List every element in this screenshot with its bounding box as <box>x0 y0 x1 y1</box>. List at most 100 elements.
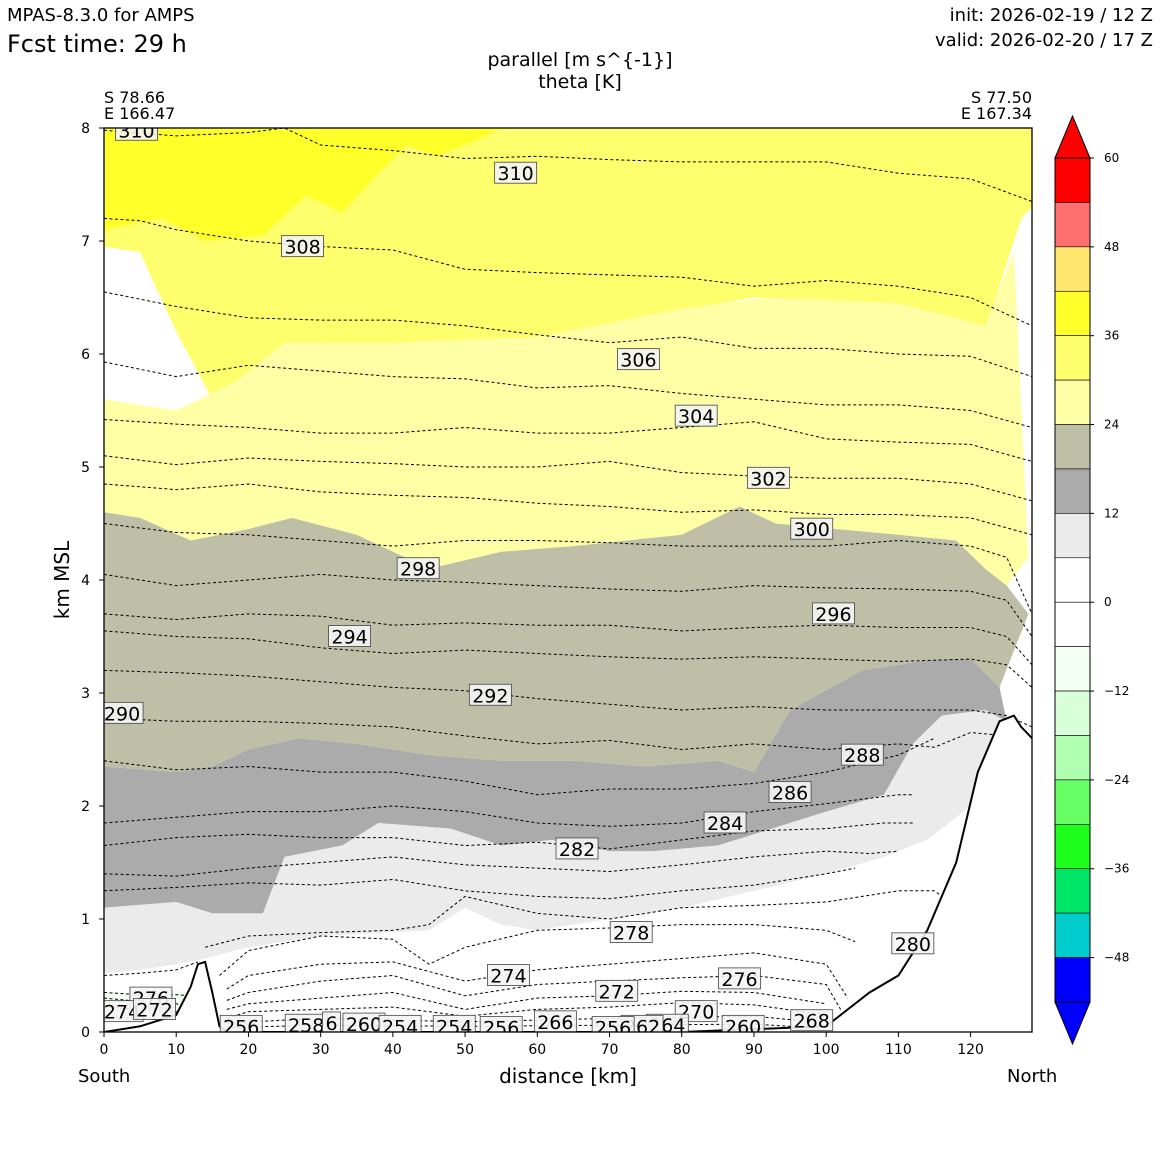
colorbar-segment <box>1054 424 1091 470</box>
x-tick-label: 110 <box>885 1042 912 1058</box>
y-tick-label: 1 <box>81 912 90 928</box>
x-tick-label: 100 <box>813 1042 840 1058</box>
contour-label: 308 <box>284 237 320 259</box>
theta-contour-262 <box>226 1023 827 1030</box>
x-tick-label: 40 <box>384 1042 402 1058</box>
x-tick-label: 0 <box>100 1042 109 1058</box>
x-tick-label: 70 <box>601 1042 619 1058</box>
colorbar-tick-label: 48 <box>1104 240 1119 254</box>
x-tick-label: 20 <box>240 1042 258 1058</box>
fill-region-30-36 <box>104 128 1032 411</box>
contour-label-box <box>718 967 761 990</box>
contour-label: 280 <box>895 934 931 956</box>
left-latitude: S 78.66 <box>104 88 166 107</box>
theta-contour-281 <box>104 867 856 900</box>
fill-region-36-42 <box>104 128 502 241</box>
x-axis-label: distance [km] <box>499 1064 637 1088</box>
colorbar-tick-label: 36 <box>1104 329 1119 343</box>
theta-contour-272 <box>226 990 827 1010</box>
contour-label: 274 <box>104 1002 140 1024</box>
x-tick-label: 120 <box>957 1042 984 1058</box>
contour-label-box <box>104 1000 144 1023</box>
colorbar-segment <box>1054 957 1091 1003</box>
contour-label-box <box>378 1014 422 1032</box>
fill-region-24-30 <box>104 252 1029 586</box>
contour-label: 310 <box>118 120 154 142</box>
theta-contour-276 <box>226 952 849 999</box>
theta-contour-303 <box>104 455 1032 502</box>
contour-label-box <box>342 1012 386 1032</box>
colorbar-tick-label: 0 <box>1104 595 1112 609</box>
contour-label: 310 <box>498 163 534 185</box>
y-tick-label: 8 <box>81 121 90 137</box>
south-direction-label: South <box>78 1066 131 1087</box>
contour-label-box <box>812 602 855 625</box>
contour-label-box <box>674 1000 718 1023</box>
colorbar-tick-label: 24 <box>1104 418 1119 432</box>
theta-contour-280 <box>204 890 950 948</box>
x-axis: 0 10 20 30 40 50 60 70 80 90 100 110 120 <box>100 1032 984 1058</box>
contour-label-box <box>674 404 718 427</box>
contour-label: 254 <box>436 1016 472 1038</box>
right-latitude: S 77.50 <box>970 88 1032 107</box>
contour-label: 260 <box>725 1016 761 1038</box>
contour-label-box <box>487 964 530 986</box>
x-tick-label: 80 <box>673 1042 691 1058</box>
contour-label: 300 <box>794 519 830 541</box>
contour-label: 258 <box>288 1015 324 1037</box>
contour-label: 306 <box>620 350 656 372</box>
theta-contour-298 <box>104 573 1032 637</box>
x-tick-label: 30 <box>312 1042 330 1058</box>
left-longitude: E 166.47 <box>104 104 176 123</box>
contour-label-box <box>555 837 599 860</box>
colorbar-segment <box>1054 157 1091 203</box>
x-tick-label: 60 <box>528 1042 546 1058</box>
contour-label: 290 <box>104 703 140 725</box>
contour-label-box <box>281 235 324 258</box>
colorbar-segment <box>1054 290 1091 336</box>
theta-contour-279 <box>104 961 199 976</box>
contour-label: 298 <box>400 559 436 581</box>
colorbar-under-arrow <box>1054 1001 1091 1046</box>
contour-label: 272 <box>599 981 635 1003</box>
colorbar-segment <box>1054 246 1091 292</box>
contour-label: 304 <box>678 406 714 428</box>
contour-label: 270 <box>678 1002 714 1024</box>
contour-label-box <box>468 683 512 706</box>
contour-label: 278 <box>613 923 649 945</box>
contour-label: 262 <box>624 1016 660 1038</box>
theta-contour-275 <box>104 997 191 1008</box>
contour-label-box <box>891 932 935 955</box>
colorbar-over-arrow <box>1054 114 1091 159</box>
fill-region--6-0 <box>104 989 206 1019</box>
theta-contour-302 <box>104 483 1032 536</box>
terrain-layer <box>104 714 1032 1032</box>
theta-contour-300 <box>104 523 1032 615</box>
colorbar-segment <box>1054 646 1091 692</box>
theta-contour-294 <box>104 630 1032 688</box>
terrain-fill <box>104 715 1032 1032</box>
contour-label: 282 <box>559 839 595 861</box>
theta-contour-304 <box>104 419 1032 462</box>
colorbar-segment <box>1054 513 1091 559</box>
contour-label-box <box>479 1016 523 1032</box>
contour-label-box <box>533 1010 577 1032</box>
contour-label: 256 <box>223 1016 259 1038</box>
y-tick-label: 7 <box>81 234 90 250</box>
valid-time: valid: 2026-02-20 / 17 Z <box>935 30 1153 51</box>
contour-label-box <box>609 921 653 943</box>
y-axis-label: km MSL <box>50 540 74 620</box>
contour-label: 276 <box>133 988 169 1010</box>
fill-region-18-24 <box>104 506 1029 773</box>
contour-label: 6 <box>325 1013 337 1035</box>
contour-label: 274 <box>490 966 526 988</box>
contour-label-box <box>747 466 790 489</box>
wind-fill-layer <box>104 128 1032 1019</box>
colorbar-tick-label: −24 <box>1104 773 1129 787</box>
contour-label: 256 <box>483 1017 519 1039</box>
y-tick-label: 0 <box>81 1025 90 1041</box>
colorbar-segment <box>1054 601 1091 647</box>
colorbar-segment <box>1054 379 1091 425</box>
contour-label-box <box>396 557 440 580</box>
